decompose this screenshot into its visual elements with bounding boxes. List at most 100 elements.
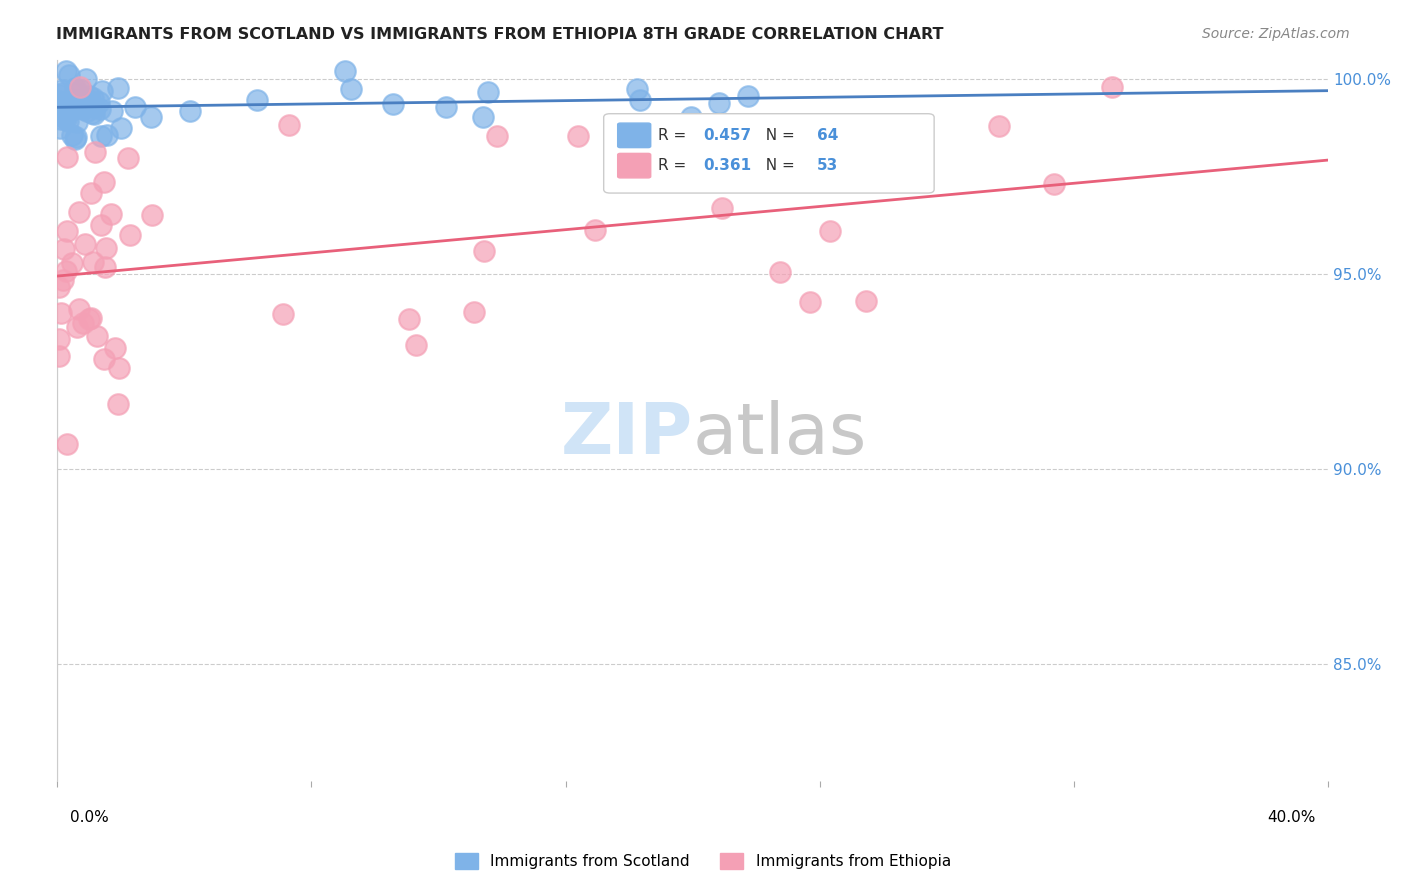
Point xyxy=(55,263,77,277)
Point xyxy=(52,97,75,112)
Point xyxy=(58,68,80,82)
Point xyxy=(66,86,89,100)
Point xyxy=(107,397,129,411)
Point xyxy=(398,312,420,326)
Point xyxy=(101,104,124,119)
Point xyxy=(82,254,104,268)
Text: atlas: atlas xyxy=(693,401,868,469)
Point xyxy=(472,244,495,258)
Point xyxy=(48,121,70,136)
Point xyxy=(117,151,139,165)
Point xyxy=(737,88,759,103)
Point xyxy=(72,103,94,117)
Point xyxy=(83,100,105,114)
Point xyxy=(818,224,841,238)
Point xyxy=(673,156,696,170)
Point xyxy=(79,311,101,326)
Point xyxy=(707,95,730,110)
Point xyxy=(477,86,499,100)
Point xyxy=(48,100,70,114)
Point xyxy=(49,88,72,103)
Point xyxy=(94,241,117,255)
Point xyxy=(52,273,75,287)
Point xyxy=(56,103,79,118)
Point xyxy=(335,64,357,78)
Text: 64: 64 xyxy=(817,128,838,143)
Text: IMMIGRANTS FROM SCOTLAND VS IMMIGRANTS FROM ETHIOPIA 8TH GRADE CORRELATION CHART: IMMIGRANTS FROM SCOTLAND VS IMMIGRANTS F… xyxy=(56,27,943,42)
Point xyxy=(118,228,141,243)
Point xyxy=(271,307,294,321)
Text: N =: N = xyxy=(756,128,800,143)
Point xyxy=(463,305,485,319)
Point xyxy=(48,107,70,121)
Point xyxy=(70,83,93,97)
Point xyxy=(485,128,508,143)
Point xyxy=(83,145,105,159)
FancyBboxPatch shape xyxy=(617,123,651,147)
Point xyxy=(66,320,89,334)
Text: N =: N = xyxy=(756,158,800,173)
Point xyxy=(471,111,494,125)
Point xyxy=(51,83,73,97)
Text: Source: ZipAtlas.com: Source: ZipAtlas.com xyxy=(1202,27,1350,41)
Point xyxy=(79,94,101,108)
Point xyxy=(48,105,70,120)
Point xyxy=(48,280,70,294)
Point xyxy=(179,103,201,118)
Point xyxy=(56,437,79,451)
Point xyxy=(48,95,70,109)
Point xyxy=(104,342,127,356)
Point xyxy=(63,81,86,95)
Point xyxy=(91,84,114,98)
Point xyxy=(77,311,100,326)
Point xyxy=(141,208,163,222)
Point xyxy=(628,93,651,107)
Point xyxy=(58,113,80,128)
Point xyxy=(56,224,79,238)
Point xyxy=(52,101,75,115)
Point xyxy=(710,202,733,216)
Point xyxy=(76,104,98,119)
Point xyxy=(100,206,122,220)
Point xyxy=(124,99,146,113)
Point xyxy=(93,175,115,189)
Point xyxy=(65,130,87,145)
Point xyxy=(80,186,103,201)
Point xyxy=(799,294,821,309)
Point xyxy=(86,329,108,343)
Text: R =: R = xyxy=(658,128,696,143)
Point xyxy=(69,79,91,94)
Text: 53: 53 xyxy=(817,158,838,173)
Point xyxy=(60,256,83,270)
Point xyxy=(89,102,111,116)
Point xyxy=(382,97,405,112)
Point xyxy=(55,111,77,125)
Text: ZIP: ZIP xyxy=(561,401,693,469)
Point xyxy=(987,120,1010,134)
Point xyxy=(49,306,72,320)
Point xyxy=(583,222,606,236)
Point xyxy=(246,93,269,107)
Point xyxy=(769,265,792,279)
Point xyxy=(567,129,589,144)
Point xyxy=(51,86,73,100)
Point xyxy=(141,110,163,124)
Point xyxy=(1043,177,1066,191)
Point xyxy=(70,97,93,112)
Point xyxy=(73,99,96,113)
Point xyxy=(55,102,77,116)
Point xyxy=(87,95,110,109)
Point xyxy=(52,110,75,124)
Point xyxy=(96,128,118,142)
FancyBboxPatch shape xyxy=(603,113,934,193)
Point xyxy=(56,95,79,110)
Point xyxy=(405,337,427,351)
Point xyxy=(278,118,301,132)
Point xyxy=(49,112,72,126)
Point xyxy=(340,81,363,95)
Point xyxy=(60,103,83,117)
Text: 40.0%: 40.0% xyxy=(1267,810,1316,825)
Point xyxy=(55,150,77,164)
FancyBboxPatch shape xyxy=(617,153,651,178)
Point xyxy=(82,91,104,105)
